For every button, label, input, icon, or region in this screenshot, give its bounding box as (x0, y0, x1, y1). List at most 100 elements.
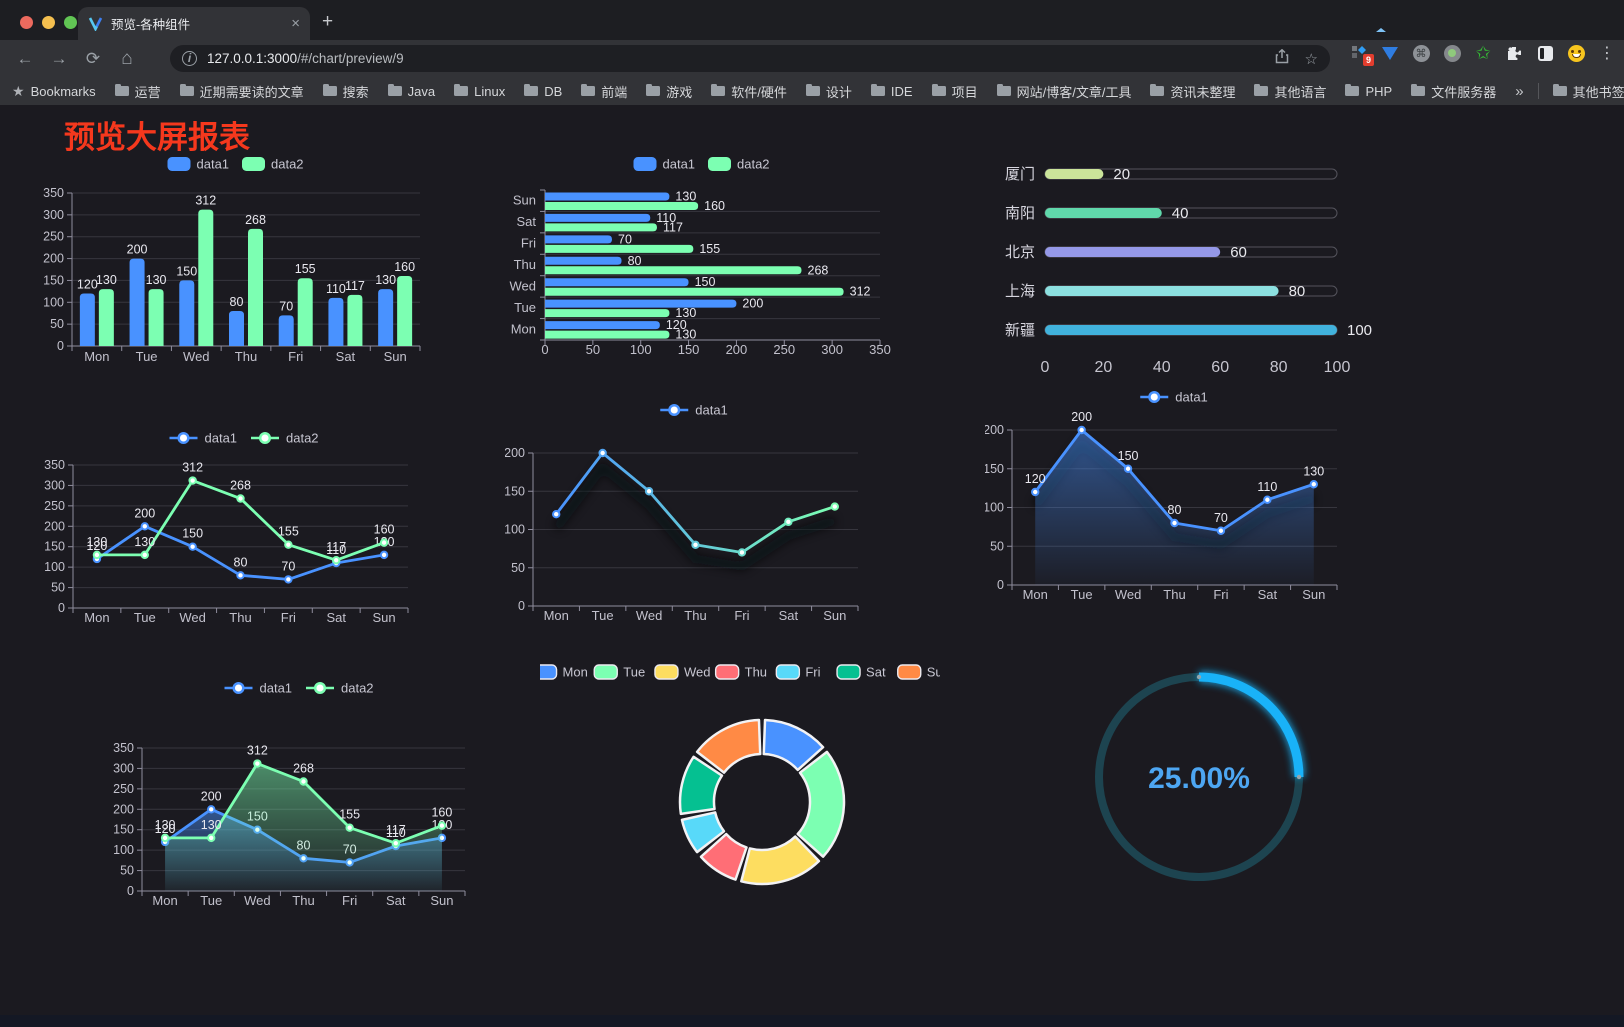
svg-text:20: 20 (1113, 166, 1130, 183)
back-icon[interactable]: ← (16, 48, 34, 68)
browser-menu-icon[interactable]: ⋮ (1599, 45, 1615, 62)
chart-line-area-two[interactable]: 0 50 100 150 200 250 300 350 Mon Tue Wed Thu Fri Sat S… (105, 676, 485, 918)
bookmark-item[interactable]: IDE (870, 82, 913, 101)
svg-text:130: 130 (86, 535, 107, 549)
minimize-window-button[interactable] (42, 16, 55, 29)
other-bookmarks[interactable]: 其他书签 (1552, 82, 1624, 101)
pie-slice[interactable] (680, 811, 726, 854)
tab-title: 预览-各种组件 (111, 18, 191, 32)
share-icon[interactable] (1275, 48, 1289, 68)
emoji-extension-icon[interactable] (1567, 44, 1585, 62)
legend-item[interactable]: data1 (167, 157, 230, 172)
svg-text:Fri: Fri (342, 893, 357, 908)
svg-text:data1: data1 (663, 157, 696, 172)
address-bar[interactable]: i 127.0.0.1:3000 /#/chart/preview/9 ☆ (170, 45, 1330, 72)
svg-text:80: 80 (1270, 359, 1288, 376)
legend-item[interactable]: data1 (224, 681, 293, 696)
svg-text:Fri: Fri (281, 610, 296, 625)
extension-blocks-icon[interactable]: 9 (1350, 44, 1374, 66)
bookmark-item[interactable]: 游戏 (646, 82, 692, 101)
legend-item[interactable]: data2 (242, 157, 304, 172)
reload-icon[interactable]: ⟳ (85, 48, 101, 68)
devtools-gem-icon[interactable] (1381, 44, 1399, 62)
extensions-puzzle-icon[interactable] (1505, 44, 1523, 62)
svg-text:Mon: Mon (511, 321, 536, 336)
bookmark-item[interactable]: 搜索 (322, 82, 369, 101)
tab-close-icon[interactable]: × (291, 15, 300, 32)
svg-text:160: 160 (431, 806, 452, 820)
star-extension-icon[interactable]: ✩ (1475, 42, 1491, 63)
legend-item[interactable]: data2 (708, 157, 770, 172)
bookmark-item[interactable]: 设计 (805, 82, 852, 101)
legend-item[interactable]: data1 (660, 403, 728, 418)
svg-text:80: 80 (234, 555, 248, 569)
svg-text:100: 100 (1347, 322, 1372, 339)
bookmark-item[interactable]: 运营 (114, 82, 161, 101)
bookmark-item[interactable]: Linux (454, 82, 505, 101)
bookmark-item[interactable]: 近期需要读的文章 (179, 82, 304, 101)
chart-line-area[interactable]: 0 50 100 150 200 Mon Tue Wed Thu Fri Sat Sun data1 12… (983, 386, 1365, 616)
close-window-button[interactable] (20, 16, 33, 29)
legend-item[interactable]: Sun (897, 664, 950, 680)
bookmark-item[interactable]: 其他语言 (1254, 82, 1326, 101)
svg-text:Sat: Sat (866, 665, 886, 680)
svg-text:50: 50 (120, 864, 134, 878)
pie-slice[interactable] (699, 832, 748, 881)
browser-tab[interactable]: 预览-各种组件 × (78, 7, 310, 40)
chart-bar-horizontal[interactable]: data1 data2 Sun Sat Fri Thu Wed Tue Mon 0 50 100 150… (505, 148, 905, 373)
legend-item[interactable]: Sat (836, 664, 886, 680)
bookmark-item[interactable]: DB (524, 82, 562, 101)
svg-text:data1: data1 (1175, 390, 1208, 405)
svg-text:150: 150 (505, 484, 525, 498)
site-info-icon[interactable]: i (182, 51, 197, 66)
folder-icon (179, 83, 194, 96)
bookmarks-manager[interactable]: ★ Bookmarks (12, 83, 96, 100)
svg-text:110: 110 (386, 826, 406, 840)
bookmarks-overflow-chevron[interactable]: » (1515, 82, 1524, 100)
legend-item[interactable]: Mon (532, 664, 588, 680)
pie-slice[interactable] (762, 718, 825, 772)
pie-slice[interactable] (796, 750, 846, 858)
bookmark-item[interactable]: 项目 (931, 82, 978, 101)
bookmark-item[interactable]: 文件服务器 (1411, 82, 1496, 101)
legend-item[interactable]: data2 (251, 431, 319, 446)
bookmark-item[interactable]: PHP (1345, 82, 1392, 101)
chart-line-two[interactable]: 0 50 100 150 200 250 300 350 Mon Tue Wed Thu Fri Sat S… (40, 424, 420, 644)
forward-icon[interactable]: → (50, 48, 68, 68)
svg-text:Tue: Tue (134, 610, 156, 625)
pie-slice[interactable] (695, 718, 762, 774)
star-icon: ★ (12, 82, 25, 99)
svg-text:80: 80 (1289, 283, 1306, 300)
home-icon[interactable]: ⌂ (121, 47, 133, 69)
legend-item[interactable]: data1 (169, 431, 238, 446)
chart-bar-grouped[interactable]: 0 50 100 150 200 250 300 350 Mon Tue Wed Thu Fri Sat S… (36, 148, 456, 373)
bookmark-item[interactable]: 资讯未整理 (1150, 82, 1235, 101)
bookmark-item[interactable]: 网站/博客/文章/工具 (996, 82, 1131, 101)
extension-circle-icon[interactable]: ⌘ (1412, 44, 1430, 62)
new-tab-button[interactable]: + (322, 11, 334, 32)
pie-slice[interactable] (740, 835, 821, 886)
svg-text:70: 70 (618, 232, 632, 246)
bookmark-star-icon[interactable]: ☆ (1304, 50, 1318, 68)
legend-item[interactable]: Wed (654, 664, 711, 680)
svg-text:150: 150 (678, 342, 700, 357)
chart-donut[interactable]: Mon Tue Wed Thu Fri Sat Sun (532, 660, 950, 912)
chart-gauge[interactable]: 25.00% (1060, 655, 1340, 910)
legend-item[interactable]: Tue (593, 664, 645, 680)
zoom-window-button[interactable] (64, 16, 77, 29)
legend-item[interactable]: Thu (714, 664, 767, 680)
chart-line-gradient[interactable]: 0 50 100 150 200 Mon Tue Wed Thu Fri Sat Sun data1 (504, 398, 885, 633)
bookmark-item[interactable]: 前端 (581, 82, 627, 101)
legend-item[interactable]: data1 (633, 157, 696, 172)
proxy-extension-icon[interactable] (1443, 44, 1461, 62)
chart-progress[interactable]: 厦门 20 南阳 40 北京 60 上海 80 新疆 100 0 20 40 60 80 100 (985, 150, 1380, 390)
pie-slice[interactable] (678, 755, 724, 816)
svg-text:150: 150 (113, 823, 134, 837)
bookmark-item[interactable]: 软件/硬件 (711, 82, 787, 101)
svg-text:100: 100 (985, 501, 1004, 515)
legend-item[interactable]: Fri (775, 664, 821, 680)
legend-item[interactable]: data1 (1140, 390, 1208, 405)
sidebar-toggle-icon[interactable] (1536, 44, 1554, 62)
bookmark-item[interactable]: Java (387, 82, 435, 101)
legend-item[interactable]: data2 (306, 681, 374, 696)
